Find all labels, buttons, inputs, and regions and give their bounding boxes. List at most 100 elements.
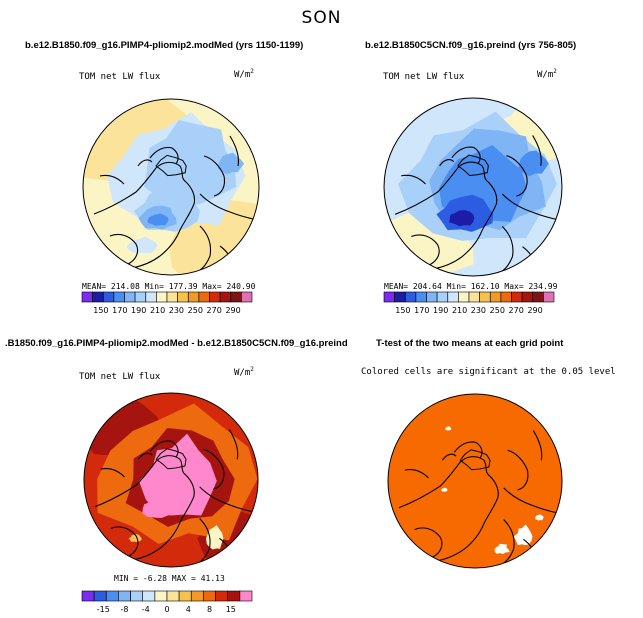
panel2-colorbar: 150 170 190 210 230 250 270 290 (383, 291, 555, 315)
panel4-contour-fills (441, 426, 544, 554)
contour-region (142, 498, 175, 518)
coastline-segment (229, 135, 240, 167)
panel1-units: W/m2 (234, 68, 254, 80)
figure-title: SON (301, 8, 342, 28)
panel3-colorbar-tick-label: 8 (207, 605, 212, 614)
coastline-segment (439, 159, 455, 167)
panel1-field-label: TOM net LW flux (79, 72, 161, 82)
panel1-contour-fills (83, 99, 259, 275)
panel1-colorbar-tick-label: 230 (169, 306, 184, 315)
coastline-segment (137, 159, 153, 167)
panel1-colorbar: 150 170 190 210 230 250 270 290 (81, 291, 253, 315)
panel1-colorbar-color-box (209, 291, 221, 303)
panel2-colorbar-color-box (511, 291, 523, 303)
panel3-colorbar-color-box (93, 590, 107, 602)
coastline-segment (199, 193, 259, 221)
panel3-colorbar-color-box (81, 590, 95, 602)
coastline-segment (503, 487, 562, 515)
coastline-segment (100, 468, 125, 478)
panel3-contour-fills (83, 396, 259, 566)
panel1-colorbar-color-box (177, 291, 189, 303)
panel1-colorbar-tick-label: 210 (150, 306, 165, 315)
coastline-segment (131, 181, 196, 269)
panel2-stats: MEAN= 204.64 Min= 162.10 Max= 234.99 (384, 282, 558, 291)
panel1-colorbar-color-box (145, 291, 157, 303)
coastline-island (459, 449, 491, 471)
panel1-colorbar-color-box (198, 291, 210, 303)
coastline-segment (532, 430, 543, 461)
contour-region (445, 426, 452, 431)
panel2-colorbar-tick-label: 150 (395, 306, 410, 315)
panel3-colorbar-color-box (118, 590, 131, 602)
panel2-polar-map (383, 97, 563, 277)
panel1-colorbar-color-box (156, 291, 168, 303)
panel1-colorbar-color-box (102, 291, 115, 303)
panel1-colorbar-color-box (166, 291, 178, 303)
panel2-colorbar-color-box (521, 291, 534, 303)
panel1-polar-map (82, 98, 260, 276)
panel3-colorbar-color-box (203, 590, 216, 602)
contour-region (494, 543, 510, 554)
panel2-units: W/m2 (537, 68, 557, 80)
contour-region (218, 152, 245, 175)
coastline-segment (137, 452, 153, 460)
panel1-colorbar-color-box (188, 291, 200, 303)
panel1-colorbar-color-box (230, 291, 242, 303)
panel2-colorbar-tick-label: 190 (433, 306, 448, 315)
coastline-segment (441, 453, 457, 461)
panel2-colorbar-color-box (426, 291, 438, 303)
panel2-colorbar-color-box (500, 291, 512, 303)
contour-region (441, 487, 448, 492)
panel2-colorbar-color-box (490, 291, 502, 303)
panel3-colorbar-color-box (105, 590, 119, 602)
panel3-colorbar-tick-label: -8 (121, 605, 129, 614)
panel2-colorbar-color-box (479, 291, 491, 303)
panel2-colorbar-color-box (436, 291, 448, 303)
panel3-polar-map (83, 392, 259, 568)
panel1-colorbar-color-box (124, 291, 136, 303)
panel3-stats: MIN = -6.28 MAX = 41.13 (114, 574, 225, 583)
panel2-colorbar-color-box (543, 291, 555, 303)
coastline-segment (94, 455, 187, 508)
panel1-colorbar-tick-label: 290 (225, 306, 240, 315)
panel2-colorbar-color-box (447, 291, 459, 303)
panel1-map-border (82, 98, 260, 276)
panel1-colorbar-color-box (113, 291, 125, 303)
panel1-colorbar-color-box (81, 291, 93, 303)
panel3-colorbar-color-box (191, 590, 204, 602)
coastline-segment (501, 193, 562, 221)
coastline-segment (228, 429, 239, 460)
panel3-colorbar-color-box (178, 590, 192, 602)
coastline-segment (404, 469, 429, 479)
contour-region (147, 213, 169, 226)
panel3-colorbar-tick-label: 4 (186, 605, 191, 614)
panel1-colorbar-color-box (241, 291, 253, 303)
panel2-colorbar-tick-label: 250 (490, 306, 505, 315)
panel3-colorbar-color-box (215, 590, 229, 602)
panel2-colorbar-color-box (532, 291, 544, 303)
panel3-colorbar-color-box (239, 590, 253, 602)
coastline-segment (93, 161, 187, 215)
panel3-colorbar-color-box (154, 590, 168, 602)
panel2-colorbar-tick-label: 170 (414, 306, 429, 315)
contour-region (128, 534, 142, 543)
panel2-colorbar-tick-label: 230 (471, 306, 486, 315)
contour-region (513, 524, 533, 546)
coastline-segment (99, 174, 125, 185)
contour-region (126, 236, 158, 254)
panel3-colorbar: -15 -8 -4 0 4 8 15 (81, 590, 253, 614)
coastline-segment (433, 181, 498, 270)
coastline-segment (532, 135, 542, 166)
panel2-colorbar-tick-label: 270 (509, 306, 524, 315)
panel2-colorbar-color-box (468, 291, 480, 303)
panel3-colorbar-tick-label: 0 (164, 605, 169, 614)
panel1-stats: MEAN= 214.08 Min= 177.39 Max= 240.90 (82, 282, 256, 291)
coastline-segment (203, 448, 225, 490)
coastline-segment (414, 527, 443, 558)
coastline-segment (132, 474, 195, 561)
panel3-colorbar-color-box (130, 590, 143, 602)
panel1-colorbar-tick-label: 150 (93, 306, 108, 315)
coastline-segment (394, 161, 489, 215)
panel3-colorbar-color-box (227, 590, 241, 602)
panel2-title: b.e12.B1850C5CN.f09_g16.preind (yrs 756-… (365, 40, 577, 51)
